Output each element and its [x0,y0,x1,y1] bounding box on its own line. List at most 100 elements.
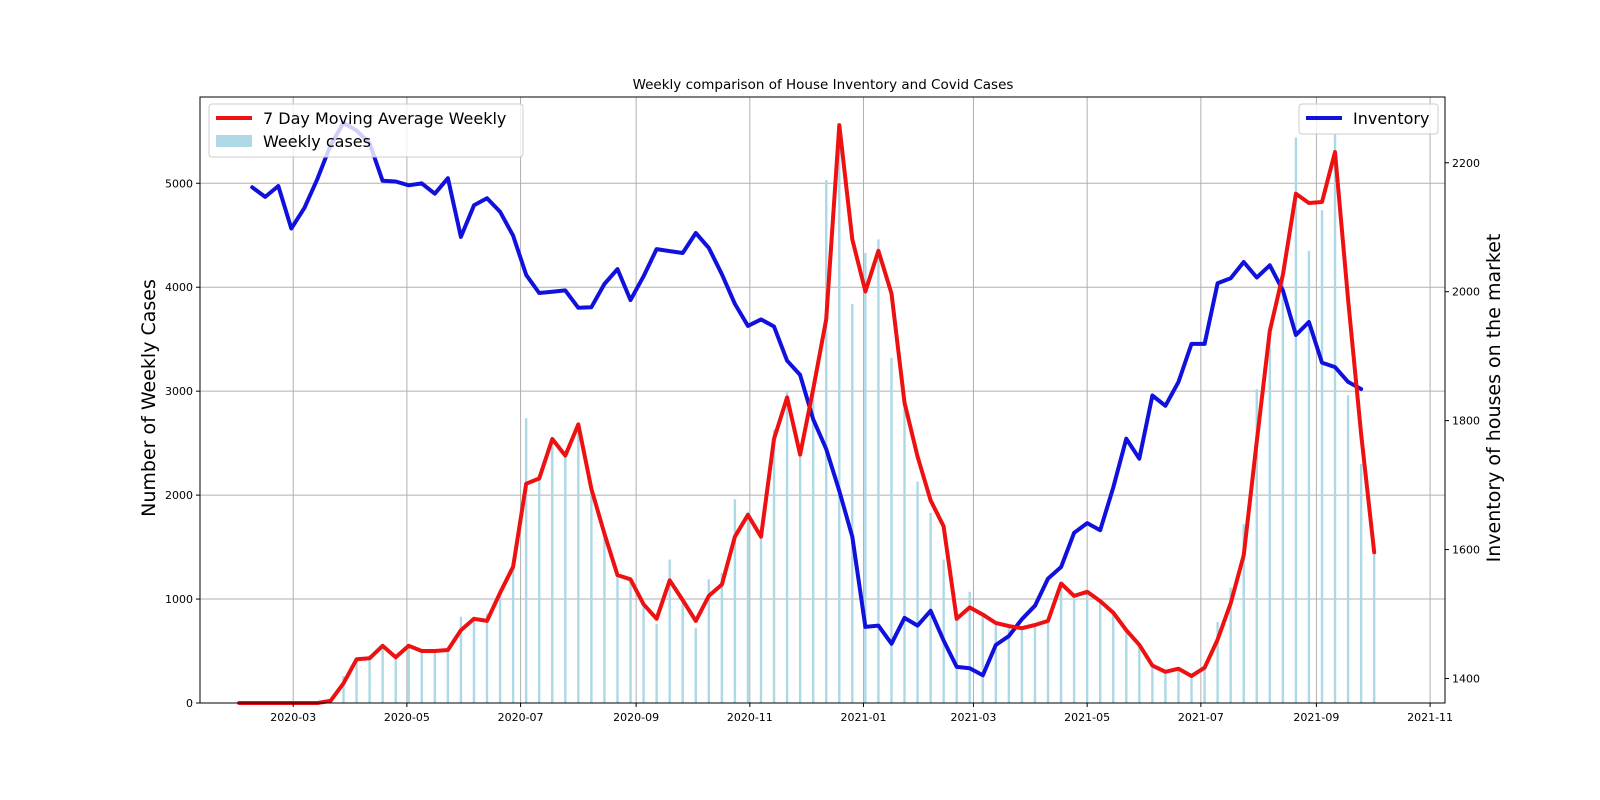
weekly-cases-bar [1255,389,1258,703]
weekly-cases-bar [1242,524,1245,703]
weekly-cases-bar [1125,630,1128,703]
left-tick-label: 1000 [165,593,193,606]
weekly-cases-bar [551,436,554,703]
weekly-cases-bar [1359,463,1363,703]
weekly-cases-bar [1033,624,1037,703]
weekly-cases-bar [629,579,632,703]
weekly-cases-bar [1046,620,1050,703]
weekly-cases-bar [564,456,567,703]
right-legend-box [1298,103,1439,135]
weekly-cases-bar [838,125,841,703]
weekly-cases-bar [472,617,476,703]
weekly-cases-bar [877,239,880,704]
weekly-cases-bar [811,382,815,703]
weekly-cases-bar [890,357,893,703]
weekly-cases-bar [394,654,397,703]
weekly-cases-bar [342,675,345,703]
x-tick-label: 2021-11 [1407,711,1453,724]
weekly-cases-bar [446,648,450,703]
weekly-cases-bar [994,621,998,703]
weekly-cases-bar [772,429,776,703]
left-legend: 7 Day Moving Average Weekly Weekly cases [208,103,524,158]
weekly-cases-bar [1372,551,1376,703]
weekly-cases-bar [1007,625,1011,703]
weekly-cases-bar [1333,134,1337,704]
weekly-cases-bar [668,559,671,703]
legend-swatch-weekly-cases [216,135,252,147]
weekly-cases-bar [1099,602,1102,703]
weekly-cases-bar [785,392,789,703]
weekly-cases-bar [655,624,658,703]
legend-label-moving-average: 7 Day Moving Average Weekly [263,109,506,128]
weekly-cases-bar [1268,329,1272,703]
weekly-cases-bar [1085,590,1089,703]
weekly-cases-bar [485,613,489,703]
x-axis-ticks: 2020-03 2020-05 2020-07 2020-09 2020-11 2021-… [270,703,1453,724]
right-tick-label: 2200 [1452,157,1480,170]
left-tick-label: 2000 [165,489,193,502]
weekly-cases-bar [616,576,619,703]
x-tick-label: 2020-07 [498,711,544,724]
weekly-cases-bar [1294,137,1298,704]
weekly-cases-bar [407,644,410,703]
right-tick-label: 1400 [1452,673,1480,686]
weekly-cases-bar [538,478,541,703]
weekly-cases-bars [329,125,1376,704]
weekly-cases-bar [381,644,384,703]
weekly-cases-bar [577,422,580,703]
weekly-cases-bar [864,252,867,703]
chart-title: Weekly comparison of House Inventory and… [633,77,1014,93]
left-legend-box [208,103,524,158]
weekly-cases-bar [955,619,958,703]
weekly-cases-bar [981,614,984,703]
left-tick-label: 0 [186,697,193,710]
weekly-cases-bar [420,649,423,703]
weekly-cases-bar [1229,587,1232,703]
weekly-cases-bar [1112,614,1115,703]
weekly-cases-bar [825,180,828,704]
weekly-cases-bar [1190,675,1193,703]
weekly-cases-bar [903,403,906,703]
left-tick-label: 3000 [165,385,193,398]
right-tick-label: 2000 [1452,286,1480,299]
right-axis-label: Inventory of houses on the market [1483,234,1505,563]
x-tick-label: 2021-03 [950,711,996,724]
weekly-cases-bar [1346,395,1350,703]
weekly-cases-bar [368,655,371,703]
weekly-cases-bar [759,536,763,703]
x-tick-label: 2020-09 [613,711,659,724]
moving-average-line [237,123,1377,705]
x-tick-label: 2021-05 [1064,711,1110,724]
weekly-cases-bar [942,559,945,703]
right-tick-label: 1800 [1452,415,1480,428]
weekly-cases-bar [524,418,528,703]
weekly-cases-bar [1203,667,1206,703]
weekly-cases-bar [681,602,684,703]
weekly-cases-bar [1216,621,1219,703]
grid [200,97,1445,704]
weekly-cases-bar [929,512,932,703]
inventory-line [250,120,1364,678]
weekly-cases-bar [1164,670,1167,703]
left-axis-label: Number of Weekly Cases [138,279,160,517]
weekly-cases-bar [511,565,515,703]
x-tick-label: 2021-09 [1293,711,1339,724]
weekly-cases-bar [746,511,750,703]
right-tick-label: 1600 [1452,544,1480,557]
left-tick-label: 5000 [165,177,193,190]
weekly-cases-bar [707,579,711,703]
x-tick-label: 2021-01 [841,711,887,724]
weekly-cases-bar [1151,666,1154,703]
x-tick-label: 2020-05 [384,711,430,724]
weekly-cases-bar [1138,645,1141,703]
weekly-cases-bar [798,451,802,703]
weekly-cases-bar [1177,668,1180,703]
weekly-cases-bar [733,499,737,703]
weekly-cases-bar [851,303,854,703]
weekly-cases-bar [642,604,645,703]
weekly-cases-bar [916,481,919,703]
weekly-cases-bar [433,649,437,703]
right-legend: Inventory [1298,103,1439,135]
legend-label-inventory: Inventory [1353,109,1429,128]
